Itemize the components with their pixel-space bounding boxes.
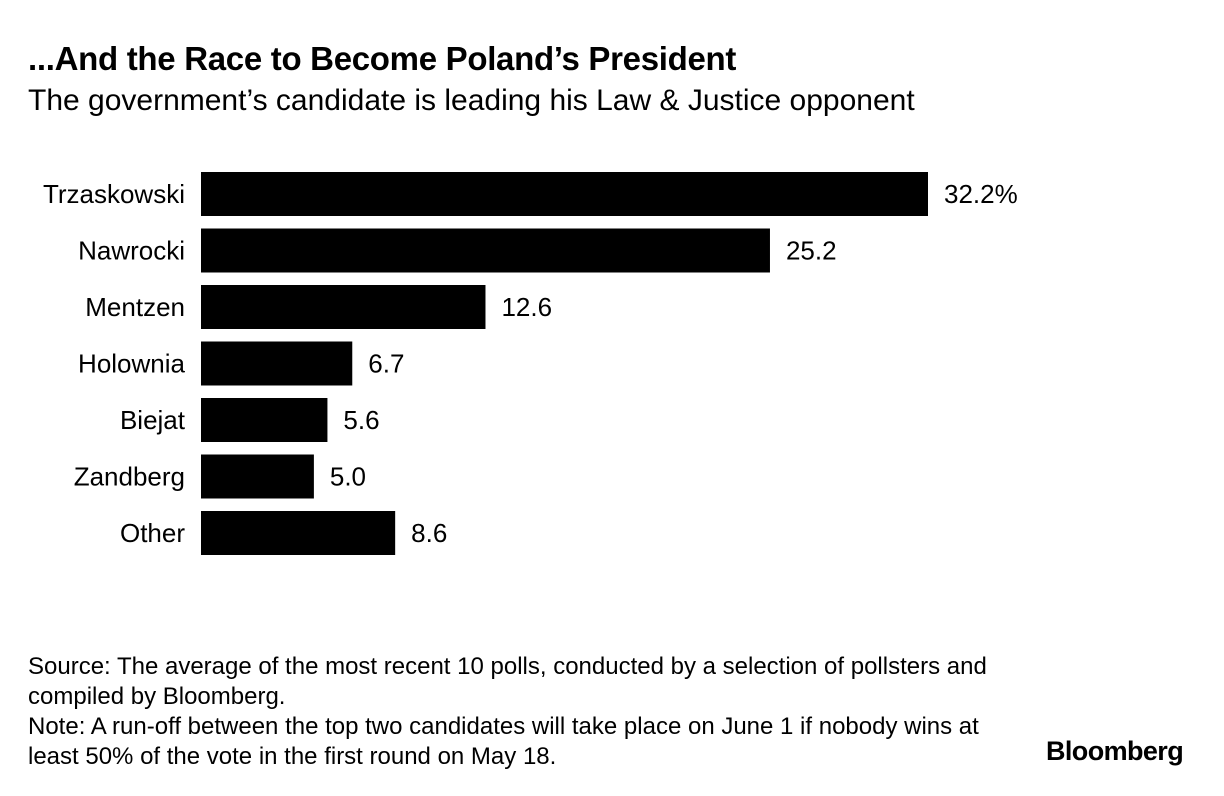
bar-biejat [201,398,328,442]
footnotes: Source: The average of the most recent 1… [28,652,988,772]
value-label: 5.6 [343,405,379,435]
bar-nawrocki [201,228,770,273]
value-label: 32.2% [944,179,1018,209]
bar-other [201,511,396,555]
value-label: 8.6 [411,518,447,548]
bar-mentzen [201,285,486,329]
category-label: Biejat [120,405,186,435]
value-label: 5.0 [330,462,366,492]
category-label: Mentzen [85,292,185,322]
category-label: Holownia [78,349,185,379]
bar-zandberg [201,454,314,499]
category-label: Zandberg [74,462,185,492]
value-label: 12.6 [501,292,552,322]
bar-chart: Trzaskowski 32.2% Nawrocki 25.2 Mentzen 12.6 H… [43,172,1018,555]
bar-holownia [201,341,353,386]
value-label: 6.7 [368,349,404,379]
chart-subtitle: The government’s candidate is leading hi… [28,84,915,117]
value-label: 25.2 [786,236,837,266]
category-label: Other [120,518,185,548]
category-label: Trzaskowski [43,179,185,209]
note-text: Note: A run-off between the top two cand… [28,713,979,770]
source-note: Source: The average of the most recent 1… [28,653,987,710]
category-label: Nawrocki [78,236,185,266]
chart-title: ...And the Race to Become Poland’s Presi… [28,40,737,77]
bar-trzaskowski [201,172,928,216]
bloomberg-logo: Bloomberg [1046,736,1184,766]
